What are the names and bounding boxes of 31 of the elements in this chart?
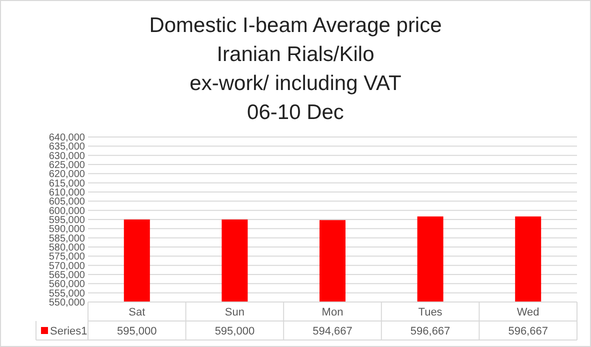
x-tick-label: Sun — [224, 306, 244, 318]
y-tick-label: 565,000 — [48, 270, 86, 281]
data-label: 596,667 — [410, 325, 450, 338]
y-tick-label: 600,000 — [48, 206, 86, 217]
data-label: 595,000 — [117, 325, 157, 338]
y-tick-label: 635,000 — [48, 142, 86, 153]
x-tick-label: Wed — [516, 306, 540, 318]
y-tick-label: 640,000 — [48, 132, 86, 144]
data-label: 594,667 — [312, 325, 352, 338]
x-tick-label: Tues — [418, 306, 443, 318]
chart-title: Domestic I-beam Average price Iranian Rials/Kilo ex-work/ including VAT 06-10 Dec — [149, 14, 442, 124]
y-tick-label: 575,000 — [48, 252, 86, 263]
y-tick-label: 630,000 — [48, 150, 86, 162]
y-tick-label: 585,000 — [48, 233, 86, 244]
y-tick-label: 615,000 — [48, 178, 86, 190]
x-tick-label: Mon — [322, 306, 344, 318]
data-label: 596,667 — [508, 325, 548, 338]
y-tick-label: 560,000 — [48, 279, 86, 290]
y-tick-label: 590,000 — [48, 224, 86, 236]
data-label: 595,000 — [214, 325, 255, 338]
y-tick-label: 620,000 — [48, 169, 86, 180]
x-tick-label: Sat — [128, 306, 146, 318]
y-tick-label: 580,000 — [48, 242, 86, 254]
y-tick-label: 555,000 — [48, 288, 86, 300]
y-tick-label: 625,000 — [48, 160, 86, 171]
y-tick-label: 610,000 — [48, 188, 86, 198]
y-tick-label: 605,000 — [48, 196, 86, 208]
legend-label: Series1 — [50, 325, 88, 338]
y-tick-label: 595,000 — [48, 215, 86, 226]
y-tick-label: 570,000 — [48, 260, 86, 272]
y-tick-label: 550,000 — [48, 298, 86, 308]
